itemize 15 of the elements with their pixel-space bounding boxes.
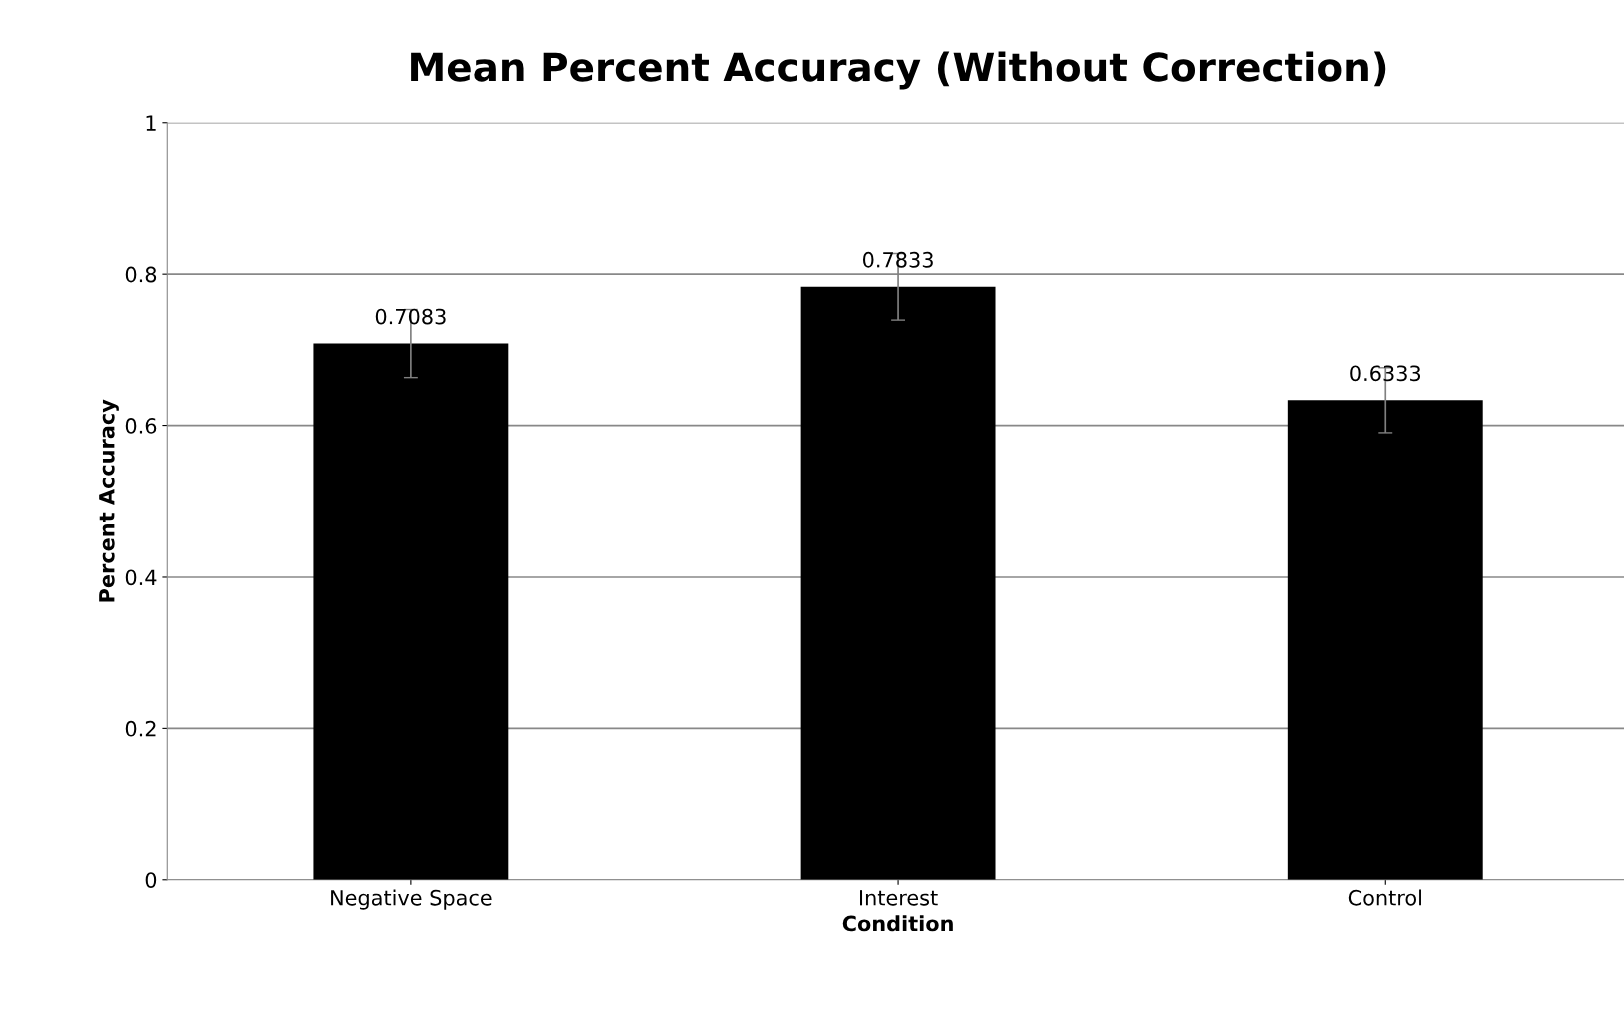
x-tick-label: Control xyxy=(1348,889,1421,906)
y-tick-label: 0.6 xyxy=(125,418,157,434)
y-tick-label: 0 xyxy=(145,872,157,888)
y-tick-label: 0.4 xyxy=(125,569,157,586)
x-tick-label: Interest xyxy=(859,890,938,906)
data-label: 0.7833 xyxy=(863,251,933,268)
y-axis-title: Percent Accuracy xyxy=(99,399,119,602)
y-tick-label: 0.8 xyxy=(125,266,157,283)
data-label: 0.7083 xyxy=(375,308,446,325)
y-tick-label: 0.2 xyxy=(125,720,156,737)
x-axis-title: Condition xyxy=(842,915,953,932)
data-label: 0.6333 xyxy=(1350,365,1421,382)
y-tick-label: 1 xyxy=(146,115,156,131)
x-tick-label: Negative Space xyxy=(331,889,492,910)
chart-title: Mean Percent Accuracy (Without Correction) xyxy=(411,51,1386,90)
